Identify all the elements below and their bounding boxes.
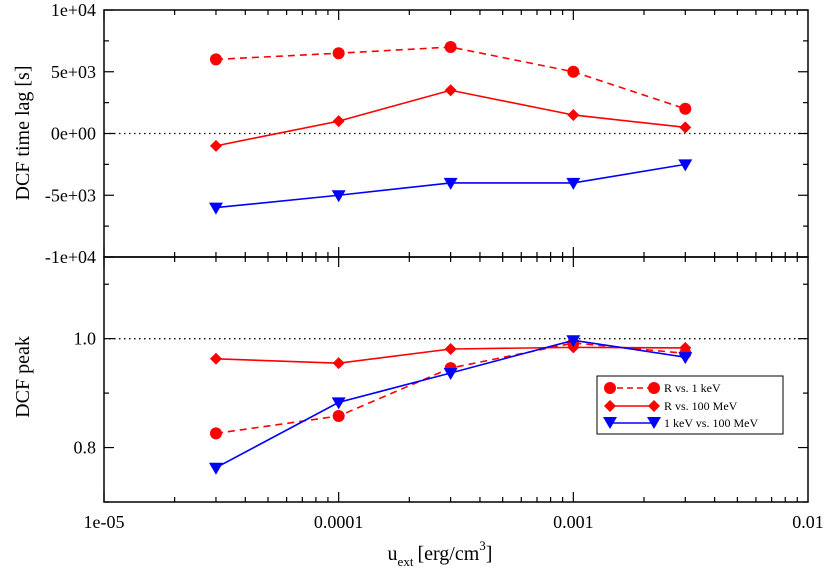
- top-data-point: [443, 177, 458, 190]
- top-data-point: [444, 84, 457, 97]
- top-series-line: [215, 89, 686, 147]
- top-y-tick-label: 0e+00: [51, 124, 96, 144]
- x-axis-title-close: ]: [486, 543, 493, 565]
- top-y-tick-label: 5e+03: [51, 62, 96, 82]
- legend-label-3: 1 keV vs. 100 MeV: [664, 416, 758, 430]
- bottom-data-point: [679, 341, 692, 354]
- bottom-data-point: [444, 343, 457, 356]
- bottom-data-point: [209, 427, 222, 440]
- x-tick-label: 0.0001: [314, 512, 364, 532]
- top-y-axis-title: DCF time lag [s]: [12, 66, 34, 201]
- bottom-y-tick-label: 0.8: [74, 438, 97, 458]
- top-panel: -1e+04 -5e+03 0e+00 5e+03 1e+04: [45, 0, 809, 267]
- x-tick-label: 0.01: [792, 512, 824, 532]
- legend-box: [596, 375, 784, 435]
- bottom-data-point: [443, 367, 458, 380]
- top-y-tick-label: -5e+03: [45, 185, 96, 205]
- x-axis-title-sup: 3: [479, 538, 486, 553]
- top-series-line: [215, 46, 686, 110]
- top-data-point: [567, 108, 580, 121]
- legend-item-1kev-vs-100mev: 1 keV vs. 100 MeV: [603, 416, 758, 430]
- top-data-point: [209, 53, 222, 66]
- top-data-point: [567, 65, 580, 78]
- legend-item-r-vs-100mev: R vs. 100 MeV: [604, 399, 738, 413]
- top-data-point: [444, 41, 457, 54]
- bottom-y-tick-label: 1.0: [74, 329, 97, 349]
- top-data-point: [209, 139, 222, 152]
- bottom-data-point: [678, 352, 693, 365]
- top-y-tick-label: -1e+04: [45, 247, 96, 267]
- bottom-data-point: [209, 352, 222, 365]
- bottom-data-point: [332, 357, 345, 370]
- x-tick-label: 1e-05: [84, 512, 125, 532]
- top-data-point: [679, 121, 692, 134]
- bottom-data-point: [332, 409, 345, 422]
- top-y-tick-label: 1e+04: [51, 0, 96, 20]
- legend: R vs. 1 keV R vs. 100 MeV 1 keV vs. 100 …: [596, 375, 784, 435]
- bottom-data-point: [566, 335, 581, 348]
- x-axis-title-sub: ext: [398, 554, 414, 569]
- top-data-point: [332, 47, 345, 60]
- x-axis-title-unit: [erg/cm: [417, 543, 479, 565]
- top-data-point: [678, 159, 693, 172]
- x-axis-title: uext [erg/cm3]: [388, 538, 493, 569]
- top-data-point: [332, 115, 345, 128]
- top-data-point: [331, 190, 346, 203]
- top-data-point: [566, 177, 581, 190]
- bottom-plot-frame: [103, 256, 809, 503]
- bottom-data-point: [208, 462, 223, 475]
- bottom-data-point: [567, 341, 580, 354]
- x-tick-label: 0.001: [553, 512, 594, 532]
- top-data-point: [679, 102, 692, 115]
- legend-label-2: R vs. 100 MeV: [664, 399, 738, 413]
- bottom-data-point: [331, 397, 346, 410]
- bottom-panel: 0.8 1.0 1e-05 0.0001 0.001 0.01: [74, 256, 824, 532]
- top-data-point: [208, 202, 223, 215]
- bottom-y-axis-title: DCF peak: [12, 336, 34, 418]
- x-axis-title-main: u: [388, 543, 398, 565]
- legend-label-1: R vs. 1 keV: [664, 381, 721, 395]
- legend-item-r-vs-1kev: R vs. 1 keV: [604, 381, 721, 395]
